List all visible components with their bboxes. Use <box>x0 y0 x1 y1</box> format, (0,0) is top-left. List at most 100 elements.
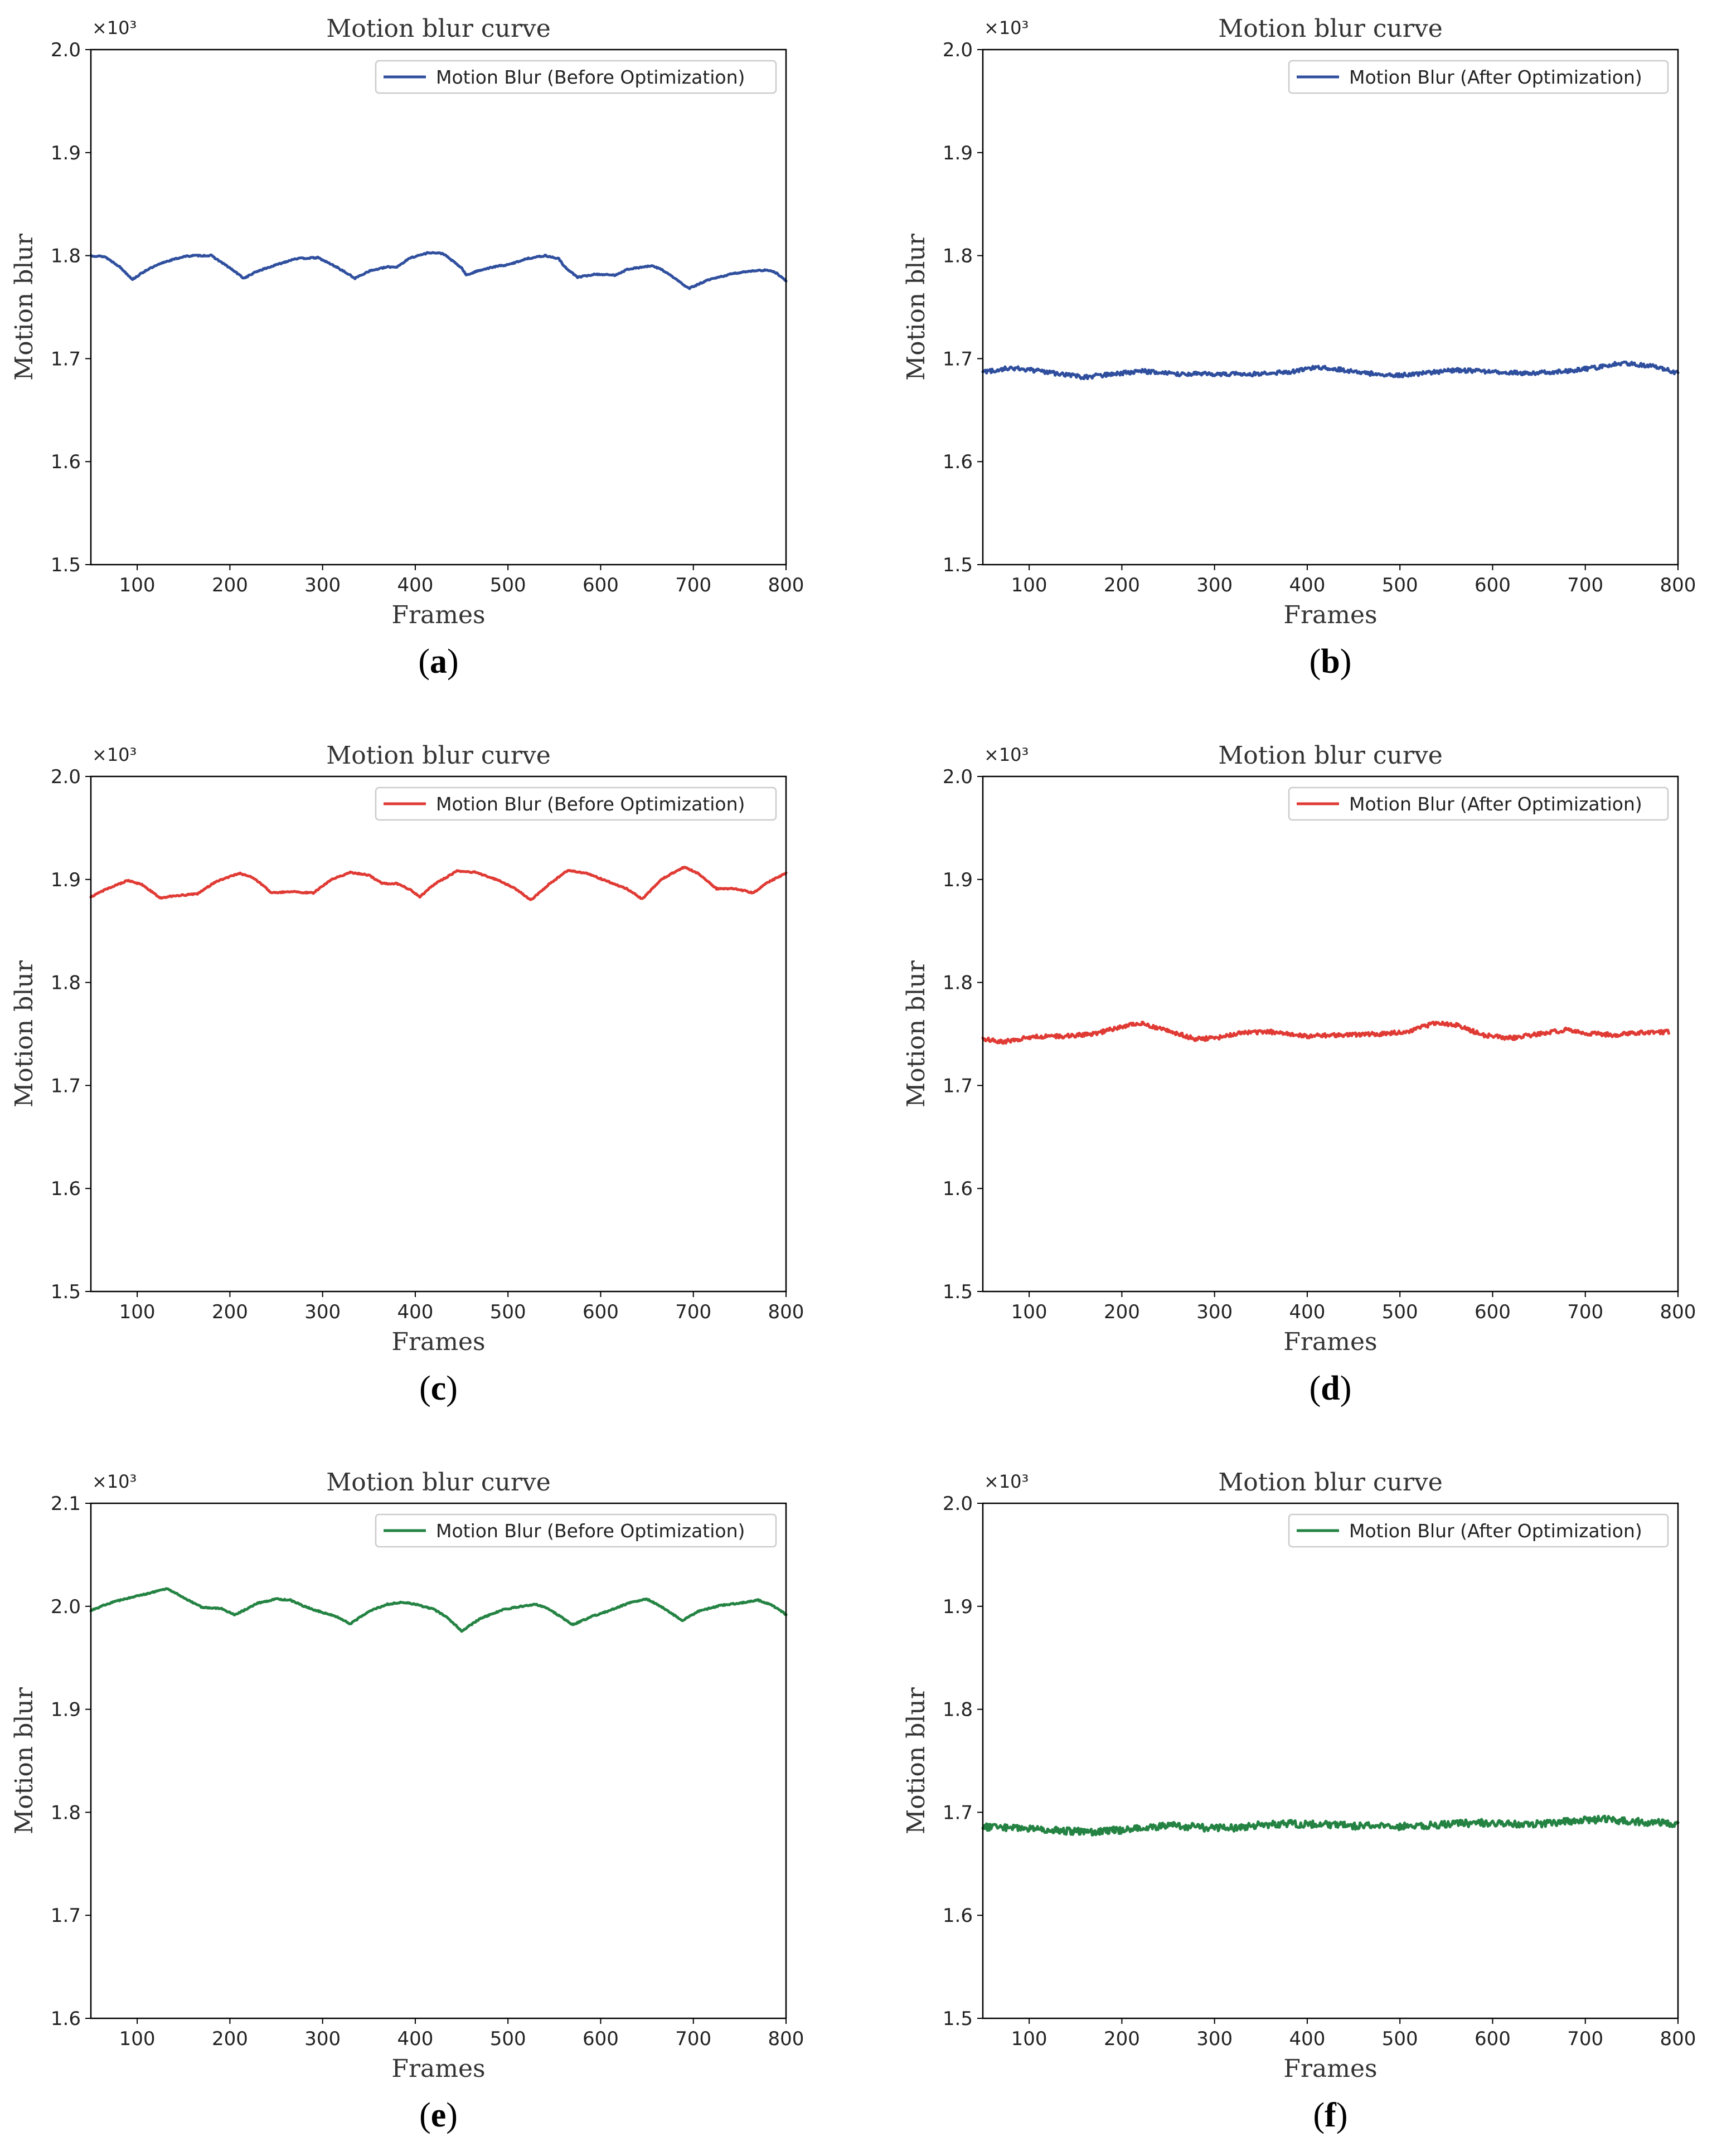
chart-panel-b: Motion blur curve ×10³ 1.5 1.6 1.7 1.8 1.9 2.0 1… <box>902 14 1696 681</box>
x-tick-label: 400 <box>397 1301 433 1323</box>
x-tick-label: 500 <box>490 1301 526 1323</box>
x-tick-label: 700 <box>675 2028 711 2050</box>
series-line <box>981 1021 1670 1045</box>
y-tick-label: 1.5 <box>51 1281 81 1303</box>
x-tick-label: 100 <box>119 1301 156 1323</box>
x-tick-label: 300 <box>304 574 341 596</box>
y-tick-label: 1.9 <box>943 869 973 891</box>
x-tick-label: 300 <box>1196 574 1233 596</box>
y-tick-label: 1.5 <box>51 554 81 576</box>
y-axis-label: Motion blur <box>902 1687 930 1834</box>
x-tick-label: 800 <box>768 1301 804 1323</box>
x-tick-label: 700 <box>1567 574 1603 596</box>
x-tick-label: 800 <box>1660 574 1696 596</box>
x-axis-label: Frames <box>1283 601 1377 629</box>
x-tick-label: 200 <box>1104 1301 1140 1323</box>
x-tick-label: 400 <box>1289 574 1325 596</box>
x-tick-label: 500 <box>1382 1301 1418 1323</box>
y-axis-label: Motion blur <box>10 1687 38 1834</box>
y-tick-label: 1.9 <box>51 1699 81 1721</box>
y-tick-label: 1.8 <box>943 1699 973 1721</box>
panel-caption: (c) <box>419 1370 458 1407</box>
x-tick-label: 200 <box>212 1301 248 1323</box>
chart-title: Motion blur curve <box>1218 1468 1443 1497</box>
y-axis-multiplier: ×10³ <box>92 17 137 38</box>
y-axis-multiplier: ×10³ <box>92 744 137 765</box>
plot-frame <box>90 1502 787 2019</box>
y-tick-label: 1.7 <box>51 1905 81 1927</box>
x-tick-label: 200 <box>212 2028 248 2050</box>
x-tick-label: 700 <box>675 574 711 596</box>
y-tick-label: 1.5 <box>943 554 973 576</box>
y-axis-multiplier: ×10³ <box>984 744 1029 765</box>
y-tick-label: 2.0 <box>51 766 81 788</box>
x-tick-label: 600 <box>1475 574 1511 596</box>
chart-title: Motion blur curve <box>326 14 551 43</box>
y-axis-label: Motion blur <box>10 233 38 381</box>
legend-box <box>1288 1513 1669 1548</box>
y-tick-label: 2.0 <box>943 39 973 61</box>
x-axis-label: Frames <box>391 1328 485 1356</box>
x-tick-label: 500 <box>1382 574 1418 596</box>
plot-frame <box>90 48 787 566</box>
chart-panel-e: Motion blur curve ×10³ 1.6 1.7 1.8 1.9 2.0 2.1 1… <box>10 1468 804 2134</box>
x-tick-label: 700 <box>675 1301 711 1323</box>
panel-caption: (f) <box>1313 2096 1348 2134</box>
x-tick-label: 200 <box>1104 574 1140 596</box>
x-tick-label: 600 <box>583 2028 619 2050</box>
y-tick-label: 1.6 <box>51 2008 81 2030</box>
panel-caption: (d) <box>1310 1370 1352 1407</box>
chart-panel-c: Motion blur curve ×10³ 1.5 1.6 1.7 1.8 1.9 2.0 1… <box>10 741 804 1407</box>
x-tick-label: 600 <box>1475 2028 1511 2050</box>
y-tick-label: 2.0 <box>51 39 81 61</box>
y-tick-label: 2.0 <box>943 1493 973 1515</box>
y-tick-label: 1.8 <box>51 245 81 268</box>
series-line <box>89 1587 788 1633</box>
y-tick-label: 1.5 <box>943 2008 973 2030</box>
y-tick-label: 1.9 <box>943 142 973 164</box>
legend-label: Motion Blur (Before Optimization) <box>436 66 745 88</box>
y-axis-multiplier: ×10³ <box>984 17 1029 38</box>
y-axis-label: Motion blur <box>902 233 930 381</box>
x-tick-label: 800 <box>768 574 804 596</box>
x-tick-label: 100 <box>1011 574 1047 596</box>
x-tick-label: 100 <box>119 2028 156 2050</box>
x-tick-label: 300 <box>304 1301 341 1323</box>
legend: Motion Blur (Before Optimization) <box>375 60 777 94</box>
legend: Motion Blur (Before Optimization) <box>375 1513 777 1548</box>
x-tick-label: 400 <box>1289 1301 1325 1323</box>
chart-panel-f: Motion blur curve ×10³ 1.5 1.6 1.7 1.8 1.9 2.0 1… <box>902 1468 1696 2134</box>
plot-frame <box>982 775 1679 1293</box>
x-tick-label: 500 <box>490 574 526 596</box>
x-tick-label: 500 <box>1382 2028 1418 2050</box>
y-tick-label: 1.6 <box>943 1905 973 1927</box>
x-tick-label: 400 <box>1289 2028 1325 2050</box>
plot-frame <box>90 775 787 1293</box>
x-tick-label: 300 <box>1196 1301 1233 1323</box>
series-line <box>981 1814 1680 1837</box>
y-tick-label: 1.6 <box>51 1178 81 1200</box>
x-tick-label: 700 <box>1567 2028 1603 2050</box>
x-tick-label: 400 <box>397 574 433 596</box>
y-axis-multiplier: ×10³ <box>92 1471 137 1492</box>
chart-panel-a: Motion blur curve ×10³ 1.5 1.6 1.7 1.8 1.9 2.0 1… <box>10 14 804 681</box>
y-tick-label: 1.9 <box>51 142 81 164</box>
panel-caption: (e) <box>419 2096 458 2134</box>
x-tick-label: 300 <box>1196 2028 1233 2050</box>
chart-title: Motion blur curve <box>1218 14 1443 43</box>
chart-title: Motion blur curve <box>326 1468 551 1497</box>
legend-label: Motion Blur (Before Optimization) <box>436 793 745 815</box>
x-tick-label: 600 <box>1475 1301 1511 1323</box>
x-tick-label: 500 <box>490 2028 526 2050</box>
chart-panel-d: Motion blur curve ×10³ 1.5 1.6 1.7 1.8 1.9 2.0 1… <box>902 741 1696 1407</box>
x-tick-label: 100 <box>119 574 156 596</box>
y-tick-label: 1.9 <box>943 1596 973 1618</box>
x-tick-label: 600 <box>583 1301 619 1323</box>
y-tick-label: 1.7 <box>943 348 973 370</box>
legend-box <box>1288 60 1669 94</box>
y-tick-label: 1.7 <box>51 1075 81 1097</box>
legend-box <box>375 1513 777 1548</box>
y-tick-label: 2.1 <box>51 1493 81 1515</box>
y-tick-label: 2.0 <box>51 1596 81 1618</box>
panel-caption: (a) <box>418 643 458 681</box>
